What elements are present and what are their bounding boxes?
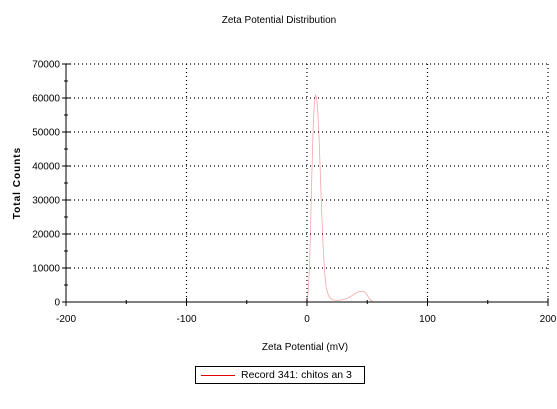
x-tick-label: 100 [419,314,436,325]
y-tick-label: 0 [54,298,60,309]
x-tick-label: -100 [176,314,196,325]
y-tick-label: 50000 [32,128,60,139]
x-tick-label: 200 [540,314,557,325]
x-axis-label: Zeta Potential (mV) [262,342,348,353]
x-tick-labels: -200 -100 0 100 200 [56,314,557,325]
series-layer [305,94,374,303]
y-tick-label: 10000 [32,264,60,275]
grid-lines [66,63,549,302]
series-line [305,94,374,303]
x-tick-label: -200 [56,314,76,325]
y-tick-labels: 0 10000 20000 30000 40000 50000 60000 70000 [32,60,60,309]
y-tick-label: 30000 [32,196,60,207]
y-tick-label: 60000 [32,94,60,105]
legend: Record 341: chitos an 3 [195,366,365,384]
y-tick-label: 40000 [32,162,60,173]
legend-label: Record 341: chitos an 3 [241,369,352,381]
y-tick-label: 70000 [32,60,60,71]
y-axis-label: Total Counts [12,147,23,219]
x-tick-label: 0 [304,314,310,325]
legend-swatch [201,375,235,376]
y-tick-label: 20000 [32,230,60,241]
chart-title: Zeta Potential Distribution [222,15,337,26]
axes [62,63,549,306]
